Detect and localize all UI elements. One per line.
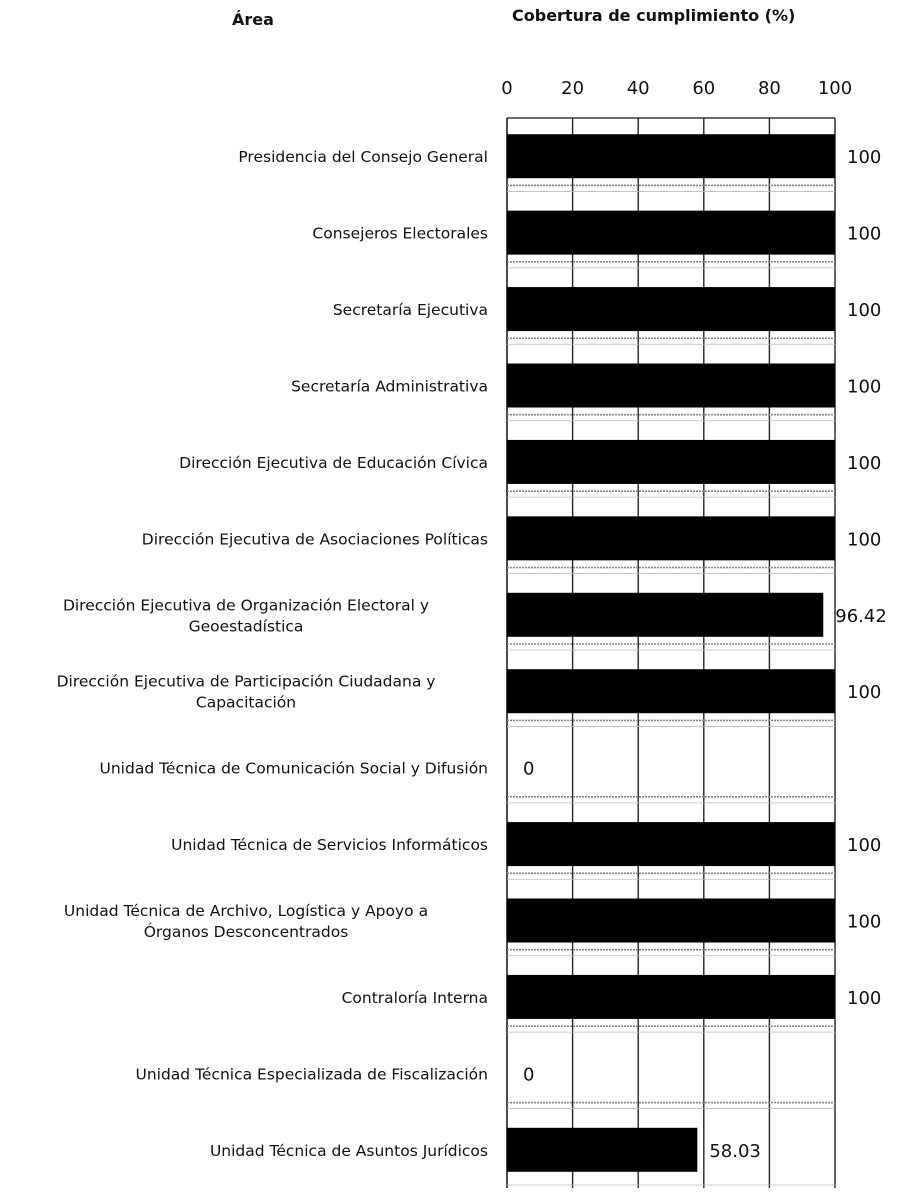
bar <box>507 516 835 561</box>
bar <box>507 592 824 637</box>
category-label: Unidad Técnica Especializada de Fiscaliz… <box>135 1065 488 1083</box>
x-tick-label: 40 <box>627 78 650 99</box>
bar <box>507 1127 698 1172</box>
category-label: Dirección Ejecutiva de Organización Elec… <box>63 596 429 614</box>
data-label: 100 <box>847 224 881 245</box>
category-label: Consejeros Electorales <box>312 225 488 243</box>
category-label: Unidad Técnica de Comunicación Social y … <box>100 760 488 778</box>
data-label: 100 <box>847 912 881 933</box>
bar <box>507 287 835 332</box>
data-label: 58.03 <box>709 1141 761 1162</box>
bar <box>507 822 835 867</box>
x-tick-label: 20 <box>561 78 584 99</box>
bar <box>507 134 835 179</box>
data-label: 0 <box>523 1064 534 1085</box>
data-label: 0 <box>523 759 534 780</box>
bar <box>507 439 835 484</box>
bar <box>507 669 835 714</box>
category-label: Capacitación <box>196 694 296 712</box>
category-label: Órganos Desconcentrados <box>144 922 349 941</box>
bar <box>507 210 835 255</box>
data-label: 100 <box>847 682 881 703</box>
category-label: Secretaría Ejecutiva <box>333 301 488 319</box>
category-label: Dirección Ejecutiva de Participación Ciu… <box>57 673 436 691</box>
bar <box>507 974 835 1019</box>
data-label: 100 <box>847 529 881 550</box>
data-label: 100 <box>847 835 881 856</box>
category-label: Unidad Técnica de Asuntos Jurídicos <box>210 1142 488 1160</box>
x-tick-label: 60 <box>692 78 715 99</box>
category-label: Geoestadística <box>189 617 304 635</box>
data-label: 96.42 <box>835 606 887 627</box>
data-label: 100 <box>847 453 881 474</box>
category-label: Dirección Ejecutiva de Asociaciones Polí… <box>142 530 488 548</box>
bar <box>507 898 835 943</box>
category-label: Presidencia del Consejo General <box>238 148 488 166</box>
category-header: Área <box>232 10 274 29</box>
data-label: 100 <box>847 147 881 168</box>
category-label: Contraloría Interna <box>342 989 488 1007</box>
category-label: Unidad Técnica de Servicios Informáticos <box>171 836 488 854</box>
x-tick-label: 100 <box>818 78 852 99</box>
category-label: Unidad Técnica de Archivo, Logística y A… <box>64 902 428 920</box>
category-label: Secretaría Administrativa <box>291 378 488 396</box>
bar <box>507 363 835 408</box>
x-tick-label: 80 <box>758 78 781 99</box>
data-label: 100 <box>847 300 881 321</box>
data-label: 100 <box>847 377 881 398</box>
x-tick-label: 0 <box>501 78 512 99</box>
chart-title: Cobertura de cumplimiento (%) <box>512 6 796 25</box>
data-label: 100 <box>847 988 881 1009</box>
category-label: Dirección Ejecutiva de Educación Cívica <box>179 454 488 472</box>
